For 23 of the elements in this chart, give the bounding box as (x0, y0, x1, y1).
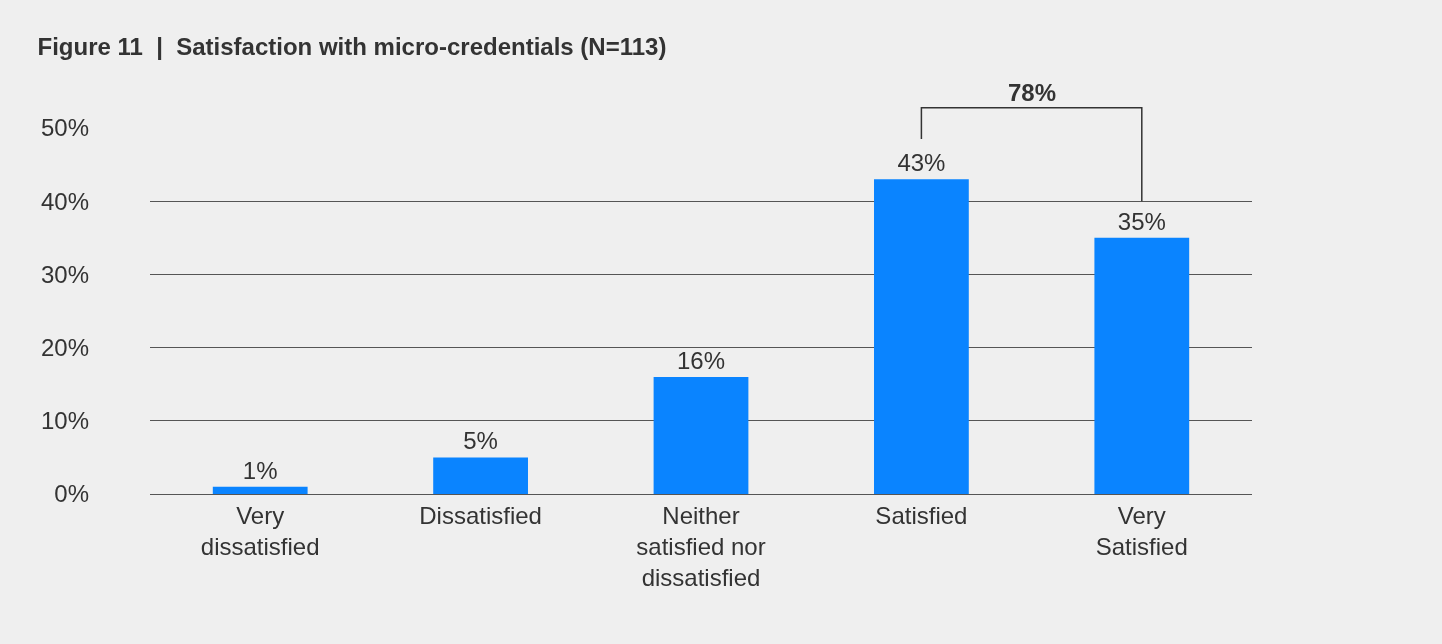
data-label: 1% (242, 456, 278, 484)
chart-title: Figure 11 | Satisfaction with micro-credentials (N=113) (37, 33, 667, 61)
y-tick-label: 20% (40, 334, 89, 361)
data-label: 43% (897, 149, 946, 177)
y-tick-label: 0% (54, 480, 89, 508)
bar (653, 376, 749, 494)
bar (874, 179, 969, 494)
bar (212, 486, 308, 494)
bar (433, 457, 528, 494)
x-tick-label: Satisfied (875, 501, 968, 529)
y-tick-label: 50% (40, 114, 89, 142)
data-label: 35% (1117, 207, 1166, 235)
x-tick-label: Very Satisfied (1095, 501, 1188, 560)
data-label: 16% (676, 346, 726, 374)
y-tick-label: 10% (40, 407, 89, 435)
y-tick-label: 40% (40, 187, 89, 215)
x-tick-label: Neither satisfied nor dissatisfied (636, 501, 766, 592)
x-tick-label: Very dissatisfied (200, 501, 320, 560)
data-label: 5% (463, 427, 498, 455)
x-tick-label: Dissatisfied (419, 501, 542, 529)
y-tick-label: 30% (40, 260, 89, 288)
bar (1094, 237, 1190, 494)
text: 78% (1008, 79, 1057, 106)
